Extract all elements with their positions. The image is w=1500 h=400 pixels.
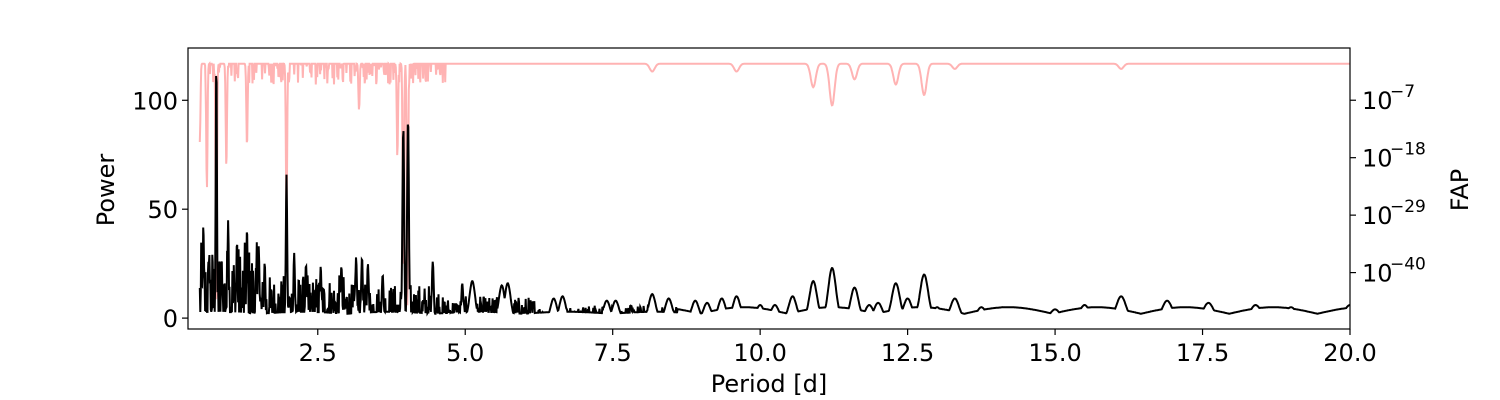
x-axis-title: Period [d] bbox=[711, 370, 827, 398]
x-tick-label: 10.0 bbox=[733, 339, 786, 367]
axes-frame bbox=[187, 47, 1351, 330]
x-tick-label: 12.5 bbox=[881, 339, 934, 367]
y2-tick-label-base: 10 bbox=[1362, 145, 1393, 173]
x-tick-label: 15.0 bbox=[1028, 339, 1081, 367]
x-axis-ticks: 2.5 5.0 7.5 10.0 12.5 15.0 17.5 20.0 bbox=[299, 329, 1377, 367]
y2-tick-label-exponent: −18 bbox=[1390, 140, 1426, 160]
fap-series-line bbox=[198, 61, 1350, 306]
x-tick-label: 2.5 bbox=[299, 339, 337, 367]
power-series-line bbox=[198, 75, 1351, 317]
y2-tick-label-exponent: −29 bbox=[1390, 197, 1426, 217]
y2-tick-label-base: 10 bbox=[1362, 260, 1393, 288]
y2-tick-label-base: 10 bbox=[1362, 87, 1393, 115]
x-tick-label: 5.0 bbox=[446, 339, 484, 367]
x-tick-label: 7.5 bbox=[594, 339, 632, 367]
y-axis-left-title: Power bbox=[92, 154, 120, 227]
y-tick-label: 50 bbox=[147, 196, 178, 224]
y2-tick-label-exponent: −7 bbox=[1390, 82, 1415, 102]
x-tick-label: 20.0 bbox=[1323, 339, 1376, 367]
y-axis-left-ticks: 0 50 100 bbox=[132, 87, 188, 333]
y2-tick-label-exponent: −40 bbox=[1390, 255, 1426, 275]
y-tick-label: 100 bbox=[132, 87, 178, 115]
y2-tick-label-base: 10 bbox=[1362, 202, 1393, 230]
y-tick-label: 0 bbox=[163, 305, 178, 333]
plot-area bbox=[198, 61, 1351, 317]
x-tick-label: 17.5 bbox=[1176, 339, 1229, 367]
y-axis-right-title: FAP bbox=[1446, 169, 1474, 212]
